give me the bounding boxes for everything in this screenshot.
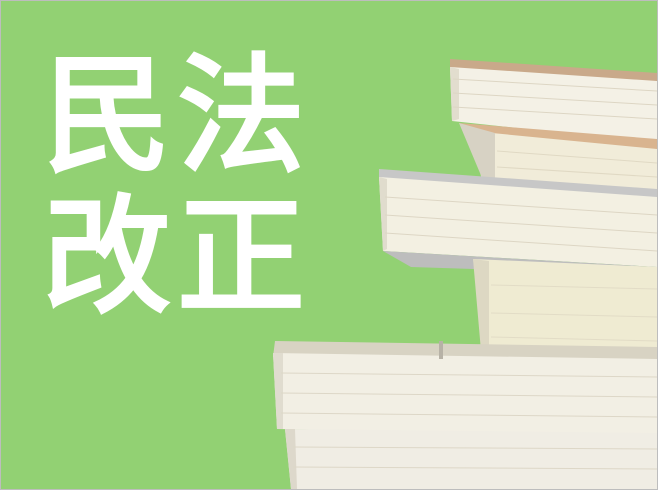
book-6 — [285, 429, 657, 489]
stack-of-books-icon — [273, 59, 657, 489]
book-5 — [273, 341, 657, 435]
title-line-2: 改正 — [43, 183, 312, 332]
book-1 — [450, 59, 657, 143]
book-4 — [473, 259, 657, 357]
title-line-1: 民法 — [43, 42, 312, 191]
